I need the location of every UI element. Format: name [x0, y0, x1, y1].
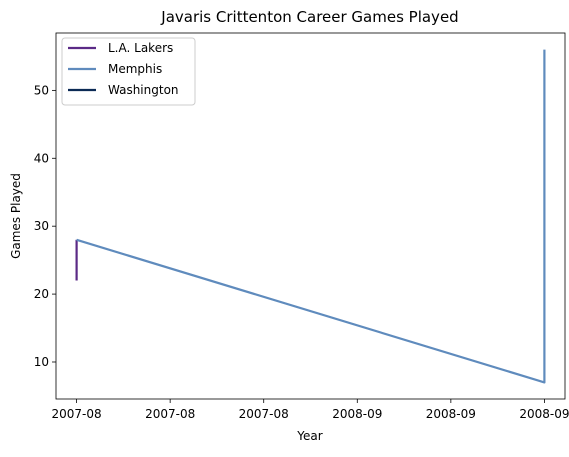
series-layer: [75, 49, 546, 384]
legend-label-1: Memphis: [108, 62, 162, 76]
y-tick-label: 10: [34, 355, 49, 369]
y-axis-label: Games Played: [9, 173, 23, 259]
series-line-1: [76, 49, 546, 384]
legend-label-0: L.A. Lakers: [108, 41, 173, 55]
y-axis: 10 20 30 40 50: [34, 83, 56, 369]
chart-title: Javaris Crittenton Career Games Played: [160, 8, 458, 26]
x-tick-label: 2008-09: [426, 407, 476, 421]
legend-box: [61, 37, 196, 106]
x-axis-label: Year: [296, 429, 322, 443]
x-axis: 2007-08 2007-08 2007-08 2008-09 2008-09 2008-…: [52, 399, 569, 421]
y-tick-label: 30: [34, 219, 49, 233]
x-tick-label: 2008-09: [332, 407, 382, 421]
x-tick-label: 2007-08: [52, 407, 102, 421]
x-tick-label: 2007-08: [239, 407, 289, 421]
plot-frame: [55, 32, 566, 400]
legend-label-2: Washington: [108, 83, 179, 97]
legend: L.A. Lakers Memphis Washington: [61, 37, 196, 106]
y-tick-label: 50: [34, 83, 49, 97]
y-tick-label: 20: [34, 287, 49, 301]
x-tick-label: 2007-08: [145, 407, 195, 421]
y-tick-label: 40: [34, 151, 49, 165]
x-tick-label: 2008-09: [519, 407, 569, 421]
